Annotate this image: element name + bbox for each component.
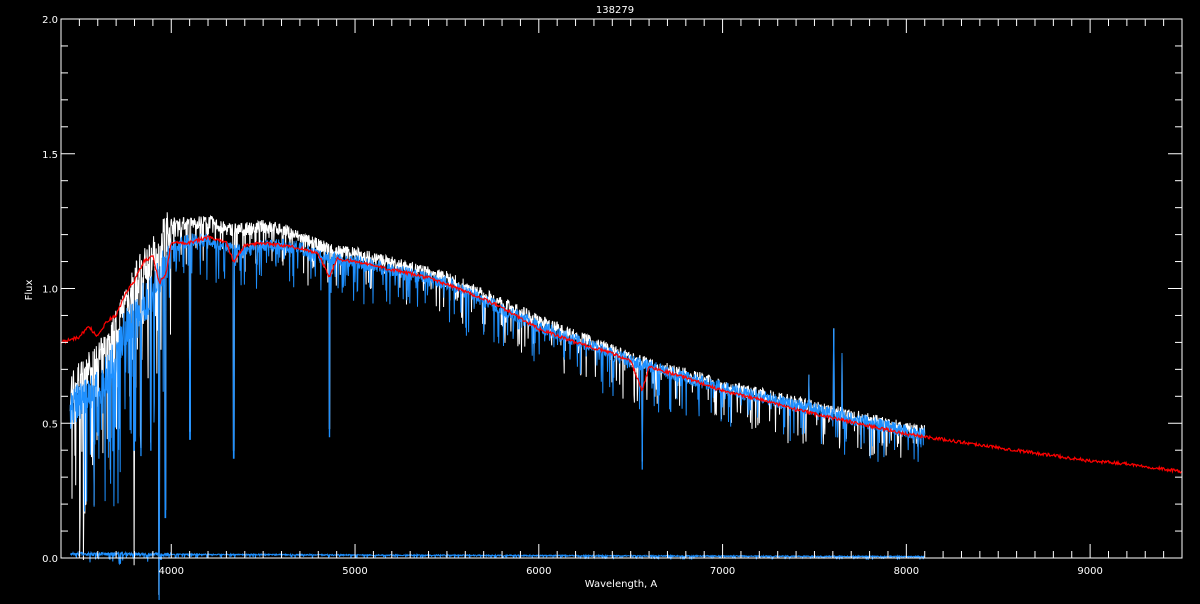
y-tick-label: 2.0 <box>42 15 58 26</box>
x-axis-label: Wavelength, A <box>585 579 658 590</box>
chart-title: 138279 <box>596 5 634 16</box>
x-tick-label: 4000 <box>159 566 184 577</box>
y-tick-label: 0.0 <box>42 554 58 565</box>
x-tick-label: 9000 <box>1077 566 1102 577</box>
observed-flux-blue-line <box>69 233 926 604</box>
x-tick-label: 7000 <box>710 566 735 577</box>
series-layer <box>60 212 1183 604</box>
model-flux-red-line <box>60 235 1183 474</box>
x-tick-label: 8000 <box>894 566 919 577</box>
x-tick-label: 5000 <box>342 566 367 577</box>
y-tick-label: 1.0 <box>42 285 58 296</box>
x-tick-label: 6000 <box>526 566 551 577</box>
plot-frame <box>60 18 1183 559</box>
y-tick-label: 1.5 <box>42 150 58 161</box>
flux-error-line <box>70 550 925 566</box>
y-axis-label: Flux <box>24 280 35 301</box>
y-tick-label: 0.5 <box>42 419 58 430</box>
axes-layer: 4000 5000 6000 7000 8000 9000 0.0 0.5 1.0 1.5 2.0 <box>42 15 1183 577</box>
